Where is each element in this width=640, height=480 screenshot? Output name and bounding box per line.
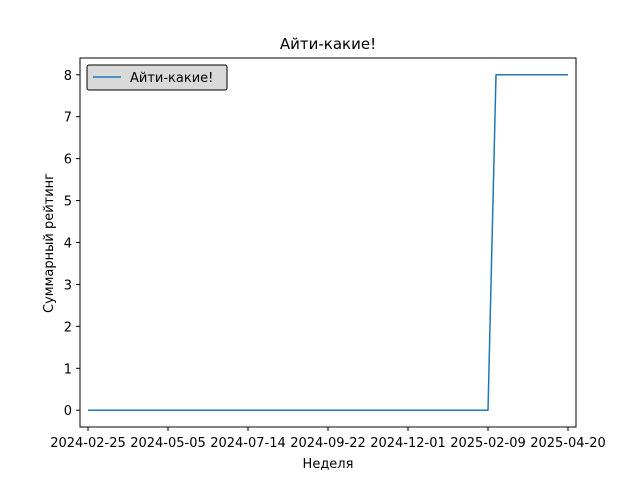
legend-box (86, 64, 228, 91)
y-tick-label: 0 (64, 404, 72, 419)
plot-area (79, 57, 577, 428)
y-tick-label: 1 (64, 362, 72, 377)
x-axis-label: Неделя (303, 457, 354, 472)
x-tick-label: 2024-12-01 (370, 436, 446, 451)
x-tick-label: 2024-05-05 (130, 436, 206, 451)
x-tick-label: 2024-02-25 (50, 436, 126, 451)
x-tick-label: 2025-02-09 (450, 436, 526, 451)
y-tick-label: 7 (64, 111, 72, 126)
y-tick-label: 6 (64, 153, 72, 168)
y-tick-label: 4 (64, 237, 72, 252)
x-tick-label: 2024-07-14 (210, 436, 286, 451)
chart-title: Айти-какие! (280, 35, 376, 53)
legend: Айти-какие! (86, 64, 228, 91)
series-line (88, 74, 568, 411)
legend-series-label: Айти-какие! (130, 71, 213, 86)
x-tick-label: 2024-09-22 (290, 436, 366, 451)
y-tick-label: 3 (64, 278, 72, 293)
series-layer (88, 74, 568, 411)
y-axis-label: Суммарный рейтинг (42, 173, 57, 313)
y-axis: 0 1 2 3 4 5 6 7 8 (64, 69, 80, 419)
y-tick-label: 5 (64, 195, 72, 210)
x-tick-label: 2025-04-20 (530, 436, 606, 451)
y-tick-label: 2 (64, 320, 72, 335)
y-tick-label: 8 (64, 69, 72, 84)
x-axis: 2024-02-25 2024-05-05 2024-07-14 2024-09-22… (50, 427, 606, 451)
